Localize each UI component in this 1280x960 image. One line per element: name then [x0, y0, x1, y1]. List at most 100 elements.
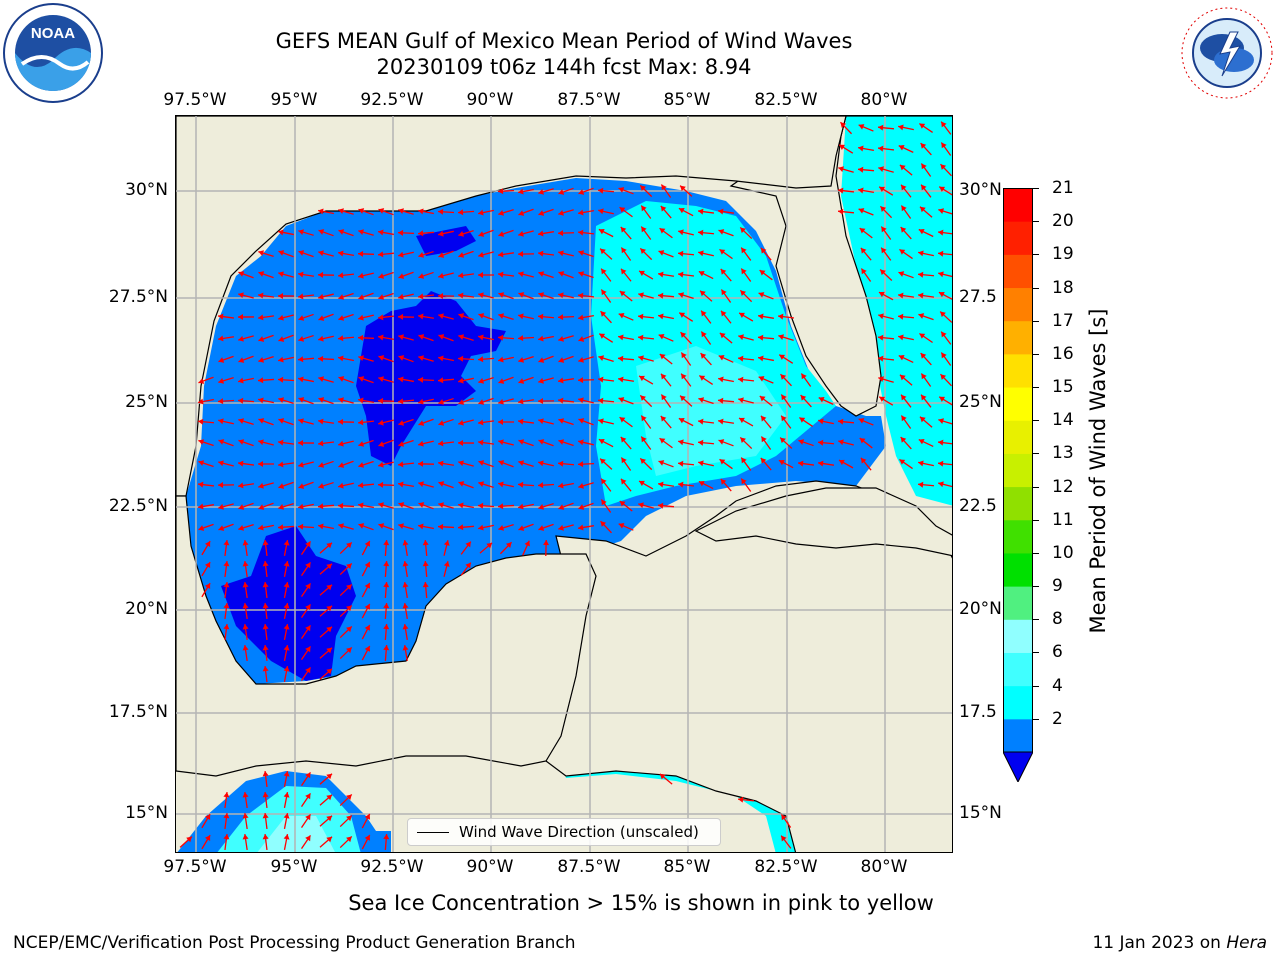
- wave-direction-arrow: [217, 335, 235, 342]
- wave-direction-arrow: [258, 502, 274, 510]
- wave-direction-arrow: [398, 418, 414, 426]
- wave-direction-arrow: [578, 502, 594, 510]
- wave-direction-arrow: [198, 439, 214, 447]
- wave-direction-arrow: [258, 355, 274, 363]
- wave-direction-arrow: [460, 562, 472, 576]
- wave-direction-arrow: [218, 355, 234, 363]
- wave-direction-arrow: [659, 437, 673, 449]
- wave-direction-arrow: [378, 523, 394, 531]
- wave-direction-arrow: [223, 581, 230, 599]
- wave-direction-arrow: [398, 481, 414, 488]
- wave-direction-arrow: [660, 184, 672, 198]
- wave-direction-arrow: [257, 292, 275, 299]
- wave-direction-arrow: [797, 460, 815, 467]
- wave-direction-arrow: [677, 271, 695, 278]
- colorbar-tick-mark: [1033, 420, 1039, 422]
- wave-direction-arrow: [498, 376, 514, 384]
- wave-direction-arrow: [759, 269, 773, 281]
- wave-direction-arrow: [577, 377, 595, 384]
- wave-direction-arrow: [538, 523, 554, 531]
- lon-tick-bottom: 97.5°W: [163, 857, 227, 877]
- wave-direction-arrow: [398, 502, 414, 510]
- wave-direction-arrow: [558, 502, 574, 510]
- wave-direction-arrow: [719, 332, 733, 344]
- wave-direction-arrow: [938, 271, 952, 278]
- wave-direction-arrow: [339, 541, 353, 555]
- wave-direction-arrow: [938, 396, 952, 406]
- wave-direction-arrow: [538, 292, 554, 300]
- wave-direction-arrow: [640, 205, 652, 219]
- wave-direction-arrow: [837, 187, 855, 194]
- colorbar-tick-label: 12: [1052, 476, 1074, 497]
- wave-direction-arrow: [238, 418, 254, 426]
- wave-direction-arrow: [437, 292, 455, 299]
- wave-direction-arrow: [498, 398, 514, 405]
- colorbar-segment: [1003, 387, 1033, 421]
- colorbar-tick-label: 16: [1052, 343, 1074, 364]
- wave-direction-arrow: [417, 230, 435, 237]
- wave-direction-arrow: [218, 377, 234, 384]
- wave-direction-arrow: [262, 581, 269, 599]
- wave-direction-arrow: [218, 418, 234, 425]
- wave-direction-arrow: [257, 461, 275, 468]
- wave-direction-arrow: [940, 142, 952, 156]
- wave-direction-arrow: [318, 250, 334, 257]
- wave-direction-arrow: [277, 292, 295, 299]
- wave-direction-arrow: [258, 397, 274, 404]
- wave-direction-arrow: [497, 503, 515, 510]
- wave-direction-arrow: [458, 502, 474, 509]
- wave-direction-arrow: [878, 291, 894, 301]
- wave-direction-arrow: [377, 251, 395, 258]
- wave-direction-arrow: [577, 461, 595, 468]
- wave-direction-arrow: [283, 624, 290, 640]
- wave-direction-arrow: [318, 293, 334, 300]
- wave-direction-arrow: [740, 457, 752, 471]
- wave-direction-arrow: [698, 250, 714, 257]
- wave-direction-arrow: [518, 376, 534, 384]
- wave-direction-arrow: [378, 502, 394, 509]
- wave-direction-arrow: [620, 436, 632, 450]
- wave-direction-arrow: [877, 124, 895, 131]
- wave-direction-arrow: [578, 482, 594, 489]
- wave-direction-arrow: [418, 271, 434, 279]
- map-panel: [175, 115, 953, 853]
- wave-direction-arrow: [242, 833, 249, 851]
- wave-direction-arrow: [598, 228, 614, 238]
- wave-direction-arrow: [558, 355, 574, 363]
- wave-direction-arrow: [201, 834, 211, 850]
- wave-direction-arrow: [457, 292, 475, 299]
- lon-tick-bottom: 92.5°W: [360, 857, 424, 877]
- wave-direction-arrow: [939, 373, 952, 387]
- colorbar-tick-mark: [1033, 221, 1039, 223]
- wave-direction-arrow: [938, 186, 952, 196]
- wave-direction-arrow: [877, 145, 895, 152]
- wave-direction-arrow: [619, 416, 633, 428]
- lon-tick-top: 90°W: [466, 90, 514, 110]
- wave-direction-arrow: [338, 397, 354, 404]
- wave-direction-arrow: [418, 250, 434, 258]
- wave-direction-arrow: [799, 416, 813, 428]
- wave-direction-arrow: [617, 355, 635, 362]
- wave-direction-arrow: [438, 418, 454, 426]
- wave-direction-arrow: [418, 440, 434, 447]
- wave-direction-arrow: [242, 623, 249, 641]
- wave-direction-arrow: [698, 480, 714, 490]
- wave-direction-arrow: [438, 230, 454, 237]
- wave-direction-arrow: [940, 163, 952, 177]
- wave-direction-arrow: [758, 313, 774, 320]
- wave-direction-arrow: [937, 460, 952, 467]
- wave-direction-arrow: [859, 227, 873, 239]
- wave-direction-arrow: [458, 397, 474, 405]
- wave-direction-arrow: [198, 523, 214, 531]
- colorbar-segment: [1003, 188, 1033, 222]
- wave-direction-arrow: [697, 208, 715, 215]
- map-legend: Wind Wave Direction (unscaled): [407, 818, 721, 846]
- footer-date: 11 Jan 2023 on Hera: [1092, 933, 1267, 953]
- wave-direction-arrow: [900, 436, 912, 450]
- wave-direction-arrow: [277, 461, 295, 468]
- colorbar-tick-label: 17: [1052, 310, 1074, 331]
- wave-direction-arrow: [458, 481, 474, 489]
- wave-direction-arrow: [898, 271, 914, 279]
- wave-direction-arrow: [700, 331, 712, 345]
- wave-direction-arrow: [458, 229, 474, 237]
